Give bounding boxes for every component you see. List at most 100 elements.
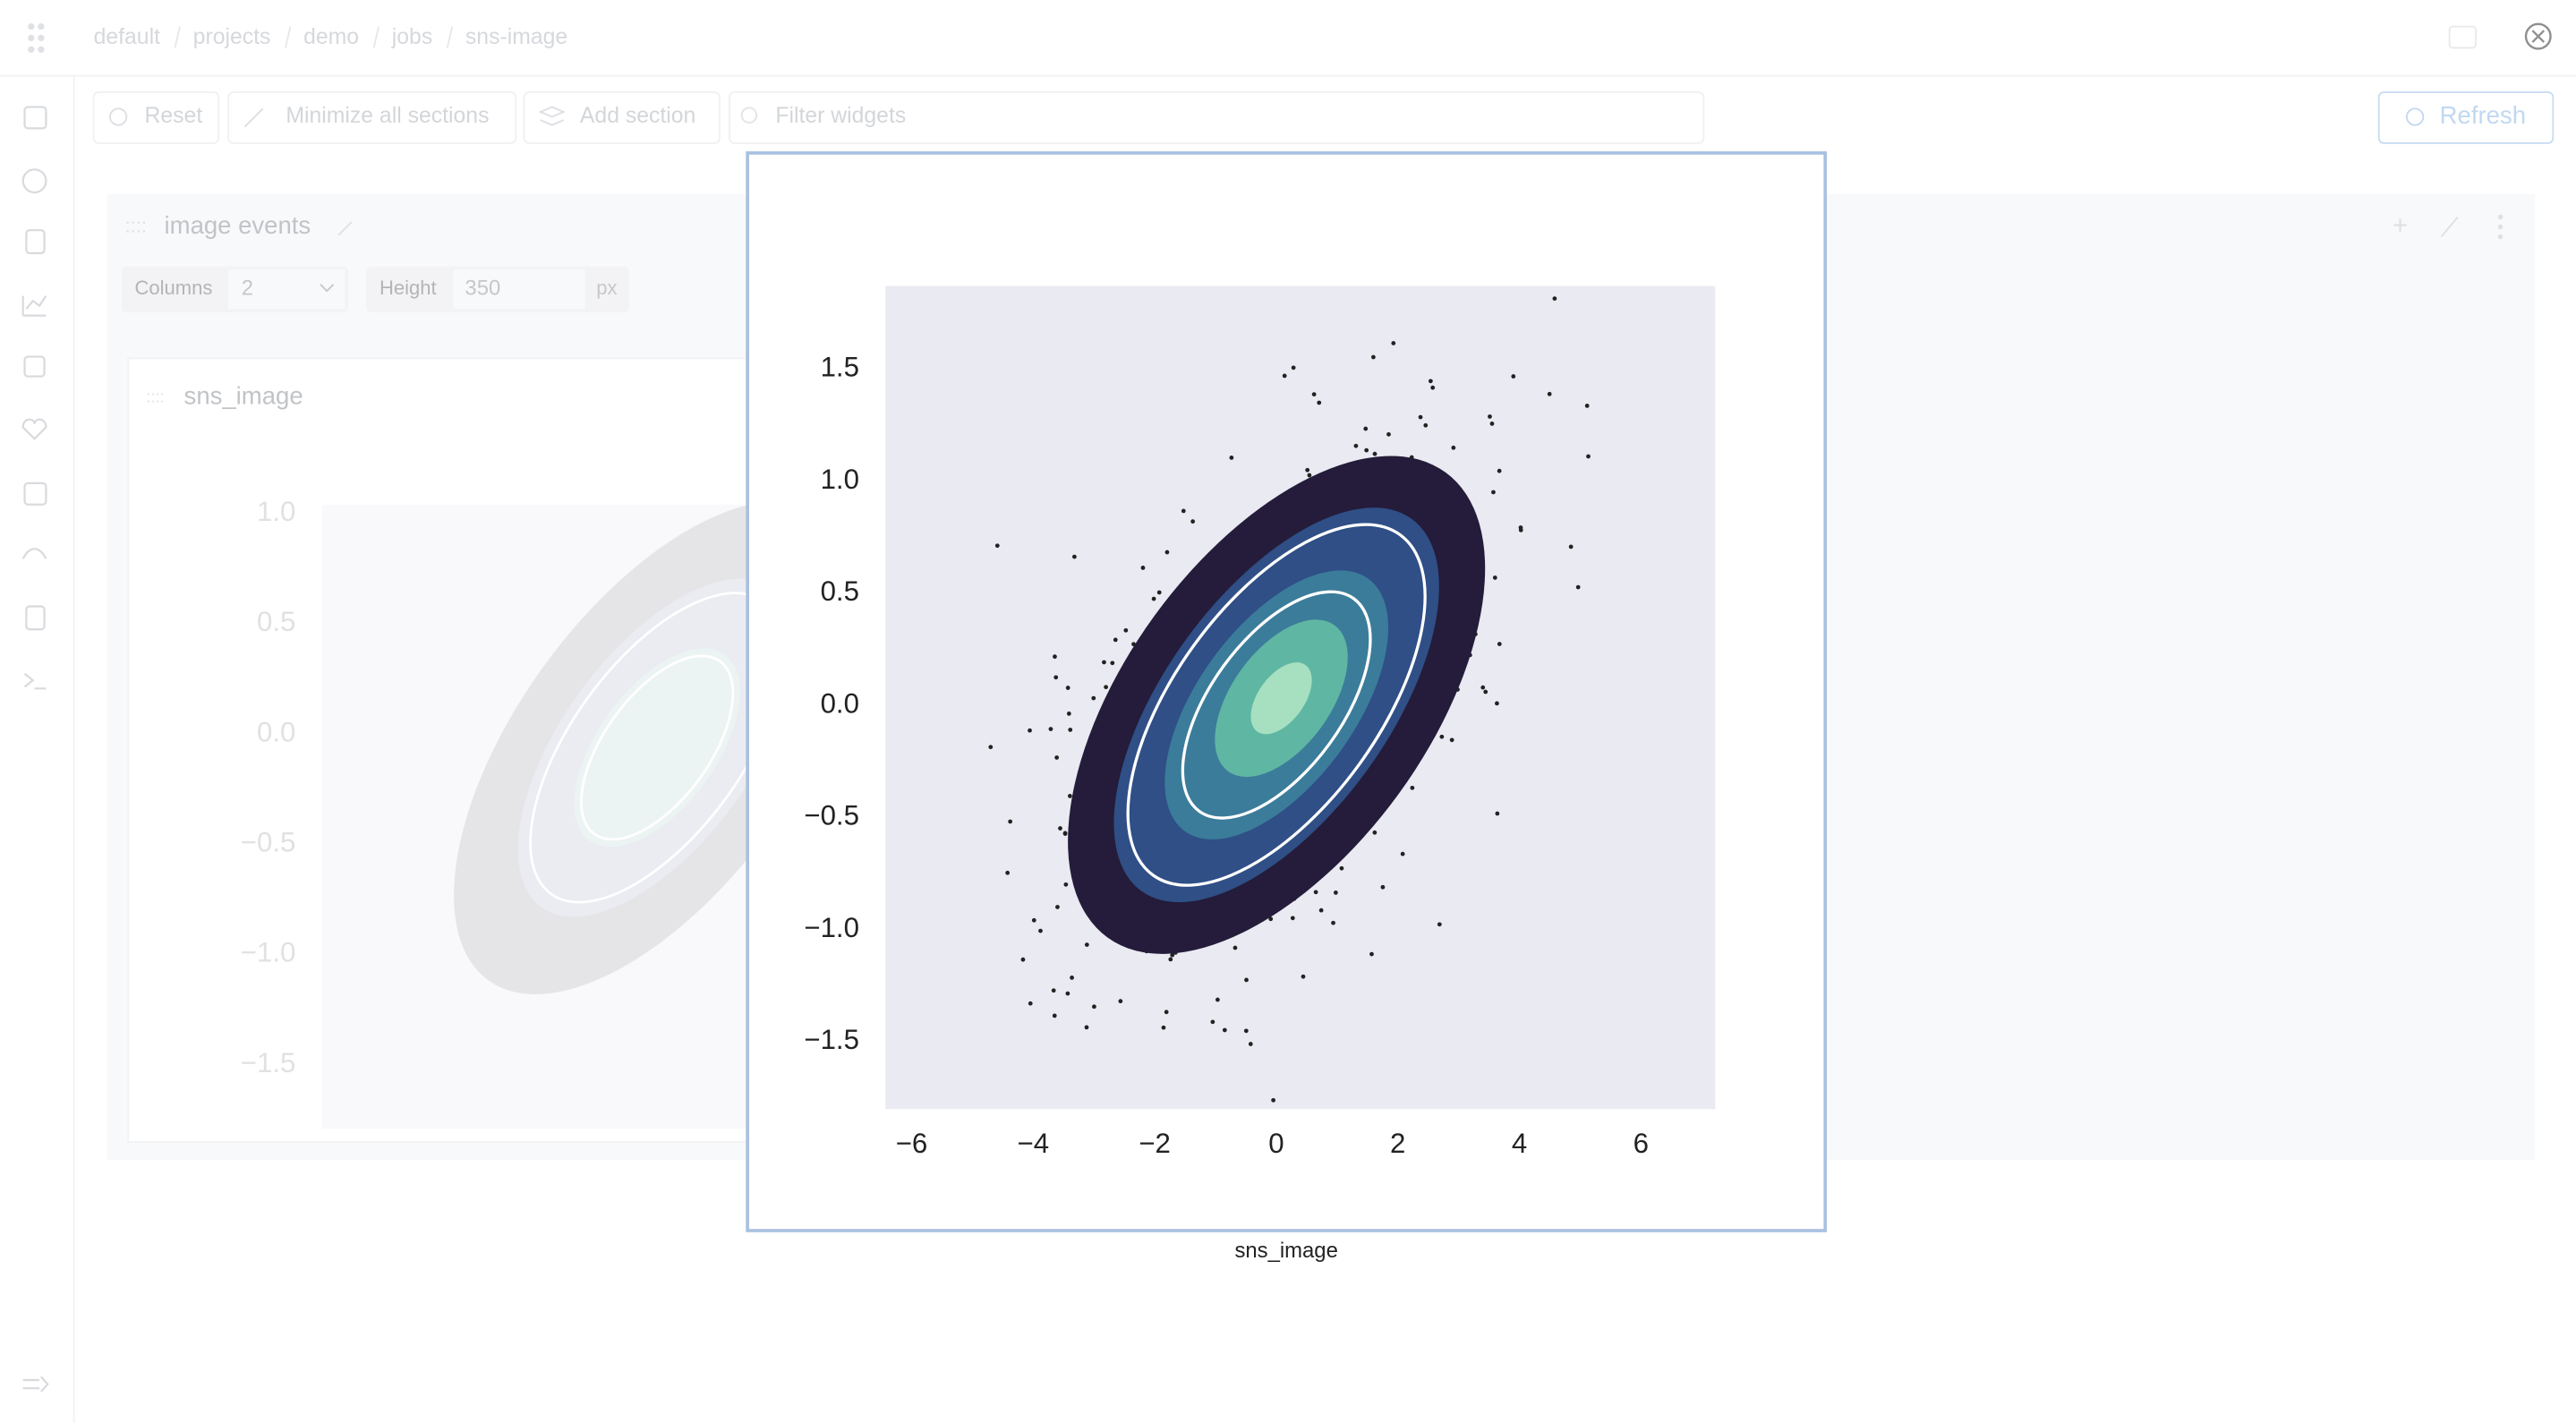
collapse-section[interactable]	[2440, 216, 2459, 238]
nav-docs[interactable]	[25, 605, 46, 631]
speckle	[1437, 922, 1442, 927]
nav-terminal[interactable]	[23, 672, 47, 690]
chevron	[320, 284, 335, 293]
speckle	[1048, 727, 1053, 731]
contour	[1181, 590, 1372, 820]
section-menu[interactable]	[2497, 214, 2503, 240]
breadcrumb[interactable]: projects	[193, 25, 271, 49]
breadcrumb[interactable]: jobs	[391, 25, 432, 49]
speckle	[1439, 734, 1445, 739]
density-peak	[1250, 662, 1312, 735]
speckle	[1091, 695, 1096, 701]
speckle	[1282, 373, 1287, 379]
add-widget[interactable]: +	[2393, 210, 2408, 240]
speckle	[1410, 785, 1415, 790]
nav-charts[interactable]	[21, 295, 47, 317]
speckle	[1339, 865, 1344, 871]
speckle	[1233, 945, 1238, 950]
speckle	[1372, 830, 1378, 835]
speckle	[1418, 414, 1423, 420]
speckle	[1084, 942, 1089, 947]
add-section-button[interactable]	[523, 91, 721, 144]
speckle	[1051, 988, 1056, 993]
speckle	[1363, 426, 1369, 431]
y-tick-label: −1.5	[241, 1047, 296, 1078]
nav-history[interactable]	[21, 168, 47, 194]
speckle	[1386, 431, 1391, 437]
sidebar	[21, 106, 49, 1393]
speckle	[988, 745, 994, 750]
speckle	[1140, 566, 1146, 570]
filter-placeholder: Filter widgets	[775, 104, 906, 128]
height-label: Height	[380, 277, 437, 299]
speckle	[1053, 675, 1059, 680]
nav-console[interactable]	[23, 481, 47, 506]
breadcrumb-separator	[174, 26, 181, 48]
x-tick-label: −4	[1018, 1128, 1050, 1159]
speckle	[1164, 550, 1170, 555]
sidebar-expand[interactable]	[22, 1376, 49, 1393]
refresh-label: Refresh	[2440, 101, 2526, 129]
speckle	[1495, 701, 1499, 706]
speckle	[1070, 976, 1074, 980]
refresh-button[interactable]	[2377, 91, 2555, 144]
speckle	[1497, 642, 1502, 646]
speckle	[1428, 379, 1433, 384]
speckle	[1028, 1001, 1033, 1006]
nav-health[interactable]	[21, 418, 47, 440]
speckle	[1113, 637, 1118, 643]
section-title: image events	[165, 211, 311, 239]
columns-label: Columns	[135, 277, 213, 299]
speckle	[1290, 916, 1295, 921]
speckle	[1495, 811, 1500, 816]
x-tick-label: 2	[1390, 1128, 1405, 1159]
breadcrumb[interactable]: default	[94, 25, 160, 49]
speckle	[1229, 456, 1234, 460]
height-input[interactable]	[453, 269, 585, 310]
breadcrumb[interactable]: sns-image	[465, 25, 567, 49]
speckle	[1518, 525, 1523, 530]
y-tick-label: 0.0	[257, 716, 295, 747]
speckle	[1244, 977, 1249, 983]
speckle	[1491, 490, 1496, 495]
nav-info[interactable]	[23, 106, 47, 130]
speckle	[1568, 544, 1574, 550]
speckle	[1311, 392, 1317, 396]
speckle	[1020, 957, 1026, 962]
search-icon	[740, 107, 758, 124]
drag-handle[interactable]: ::::	[146, 387, 164, 405]
reset-label: Reset	[145, 104, 203, 128]
speckle	[1483, 689, 1488, 694]
drag-handle[interactable]: ::::	[124, 214, 146, 236]
speckle	[1065, 991, 1070, 996]
speckle	[1301, 974, 1306, 979]
minimize-button[interactable]	[227, 91, 517, 144]
nav-tasks[interactable]	[25, 229, 46, 255]
y-tick-label: 1.0	[821, 464, 859, 495]
speckle	[1084, 1025, 1089, 1030]
speckle	[1364, 447, 1369, 453]
minimize-icon	[243, 107, 264, 128]
speckle	[1492, 575, 1497, 580]
density-image	[988, 296, 1591, 1103]
app-menu[interactable]	[28, 22, 45, 53]
speckle	[1053, 654, 1057, 660]
nav-compare[interactable]	[21, 548, 47, 559]
folder-icon[interactable]	[2448, 25, 2477, 49]
breadcrumb[interactable]: demo	[303, 25, 359, 49]
speckle	[1243, 1028, 1249, 1034]
widget-title: sns_image	[184, 382, 303, 410]
speckle	[1038, 928, 1043, 933]
speckle	[1489, 422, 1495, 426]
speckle	[1164, 1010, 1169, 1015]
close-button[interactable]	[2524, 22, 2552, 50]
filter-input[interactable]	[729, 91, 1705, 144]
nav-artifacts[interactable]	[23, 355, 46, 378]
speckle	[1063, 882, 1069, 887]
speckle	[1372, 451, 1378, 456]
reset-button[interactable]	[92, 91, 220, 144]
edit-icon[interactable]	[337, 221, 353, 236]
y-tick-label: −1.5	[804, 1024, 859, 1055]
speckle	[1052, 1013, 1057, 1018]
speckle	[1168, 957, 1173, 962]
